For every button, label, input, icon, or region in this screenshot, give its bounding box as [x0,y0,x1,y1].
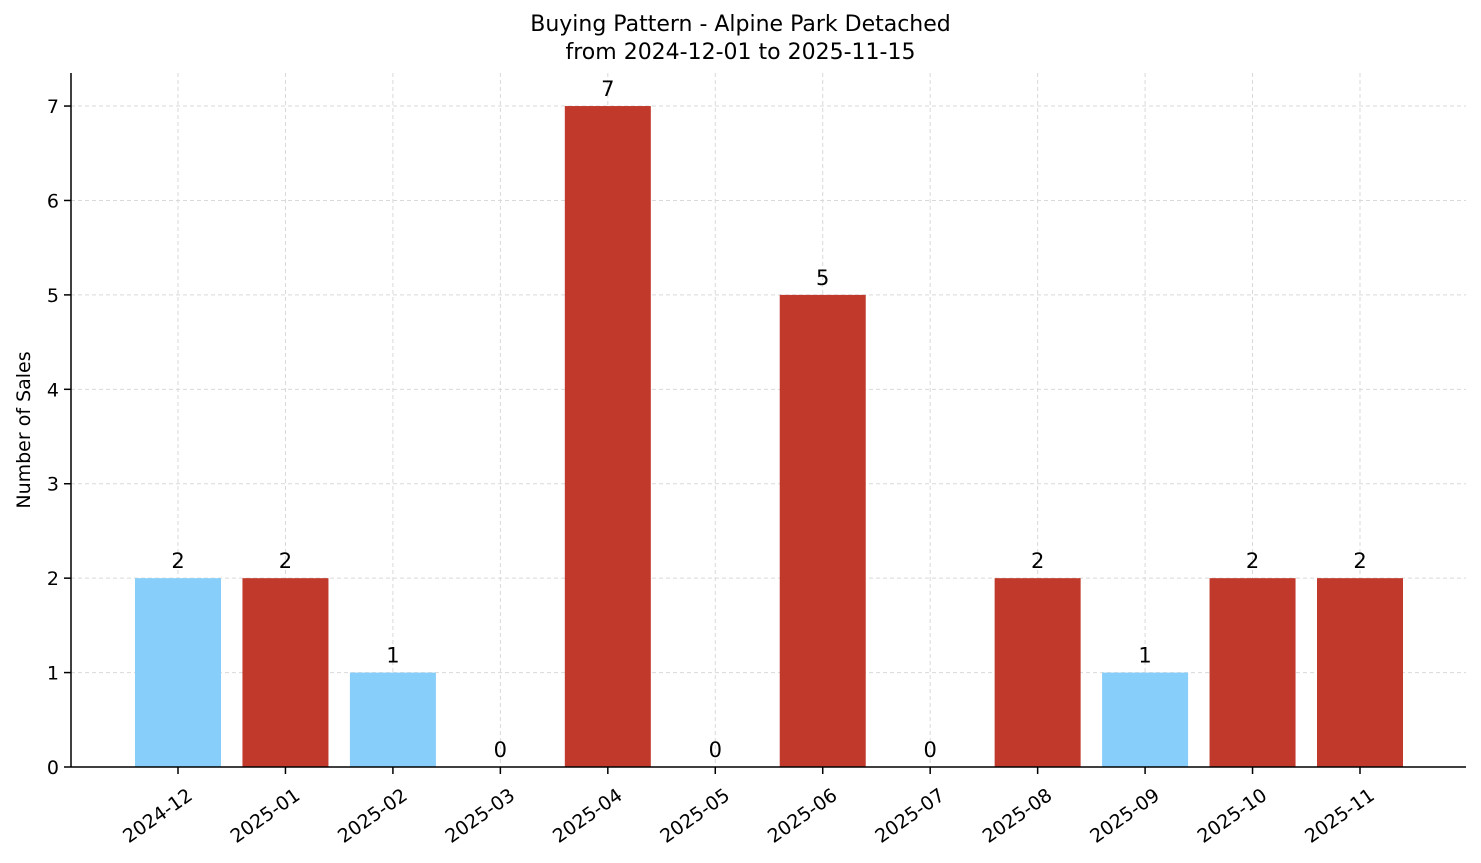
chart-subtitle: from 2024-12-01 to 2025-11-15 [565,40,916,65]
data-label: 0 [923,738,936,762]
bar-2025-11 [1317,578,1403,767]
y-tick-label: 7 [47,96,59,118]
data-label: 1 [386,644,399,668]
x-tick-label: 2025-05 [656,784,734,848]
y-tick-label: 4 [47,379,59,401]
y-tick-label: 5 [47,285,59,307]
chart-title: Buying Pattern - Alpine Park Detached [530,12,951,37]
data-label: 7 [601,77,614,101]
data-label: 2 [1353,549,1366,573]
x-tick-label: 2025-04 [549,784,627,848]
x-tick-label: 2025-09 [1086,784,1164,848]
x-tick-label: 2025-08 [979,784,1057,848]
bar-2025-02 [349,672,436,767]
x-tick-label: 2025-11 [1301,784,1379,848]
x-tick-label: 2025-10 [1194,784,1272,848]
y-tick-label: 0 [47,757,59,779]
y-tick-label: 2 [47,568,59,590]
y-tick-label: 6 [47,190,59,212]
y-tick-label: 1 [47,663,59,685]
data-label: 2 [171,549,184,573]
x-tick-label: 2024-12 [119,784,197,848]
x-tick-label: 2025-07 [871,784,949,848]
bar-2025-04 [564,106,651,768]
x-tick-label: 2025-02 [334,784,412,848]
bar-2024-12 [135,578,221,767]
bar-2025-09 [1102,672,1189,767]
data-label: 0 [494,738,507,762]
x-tick-label: 2025-03 [441,784,519,848]
data-label: 2 [279,549,292,573]
data-label: 2 [1031,549,1044,573]
bar-2025-10 [1209,578,1296,767]
y-axis-label: Number of Sales [13,351,35,508]
y-tick-label: 3 [47,474,59,496]
x-tick-label: 2025-06 [764,784,842,848]
bar-2025-08 [994,578,1081,767]
data-label: 0 [709,738,722,762]
data-label: 1 [1138,644,1151,668]
x-tick-label: 2025-01 [226,784,304,848]
bar-2025-06 [779,294,866,767]
data-label: 2 [1246,549,1259,573]
data-label: 5 [816,266,829,290]
bar-2025-01 [242,578,329,767]
